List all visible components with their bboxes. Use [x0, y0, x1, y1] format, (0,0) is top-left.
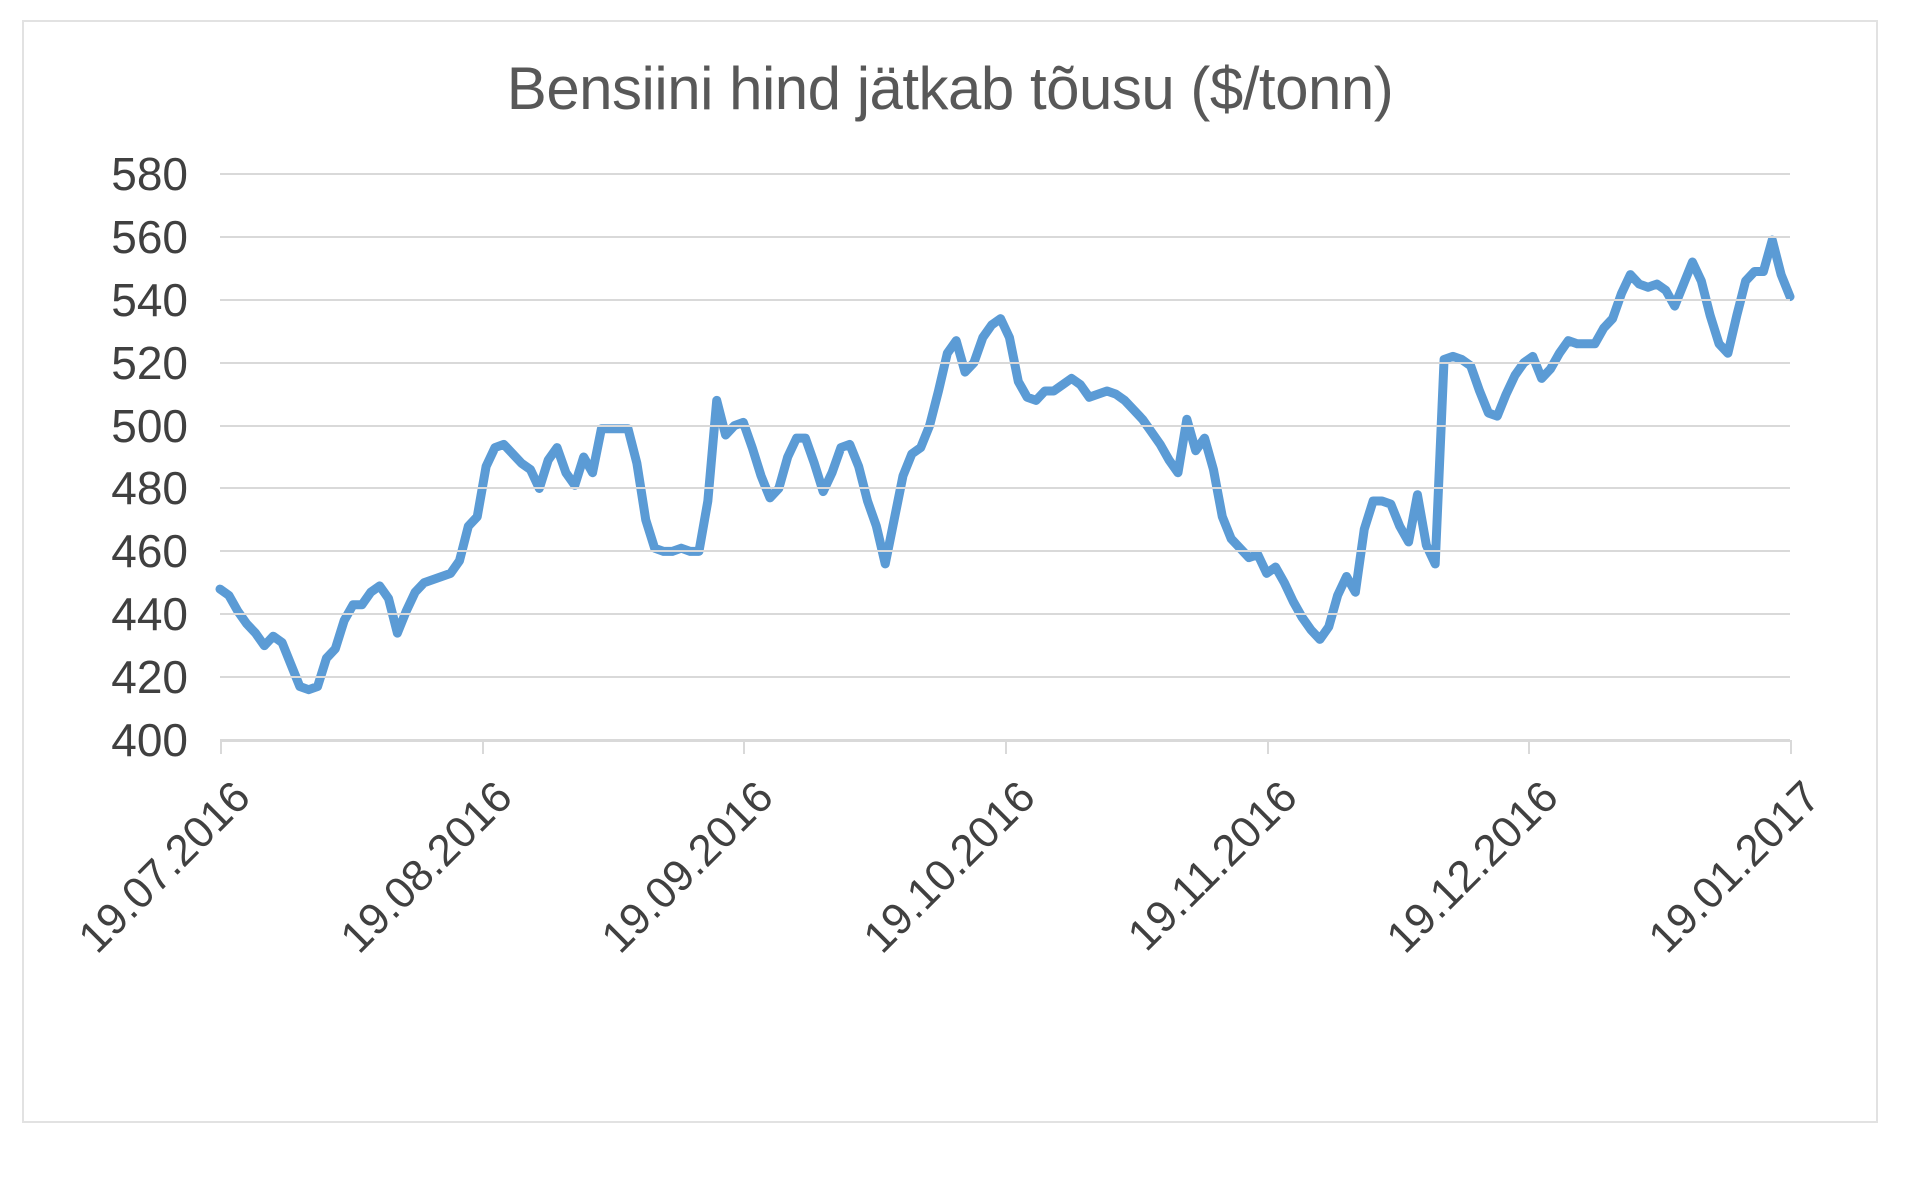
x-axis-tick-label: 19.10.2016	[854, 772, 1045, 963]
chart-title: Bensiini hind jätkab tõusu ($/tonn)	[506, 55, 1394, 122]
plot-area	[220, 173, 1790, 741]
x-axis-tick-label: 19.07.2016	[69, 772, 260, 963]
gridline	[220, 235, 1790, 238]
x-axis-tick-label: 19.11.2016	[1118, 772, 1307, 961]
x-axis-tick	[1005, 740, 1007, 754]
y-axis-labels: 580 560 540 520 500 480 460 440 420 400	[24, 22, 214, 782]
x-axis-tick-label: 19.01.2017	[1639, 772, 1830, 963]
y-axis-tick-label: 560	[111, 210, 188, 263]
y-axis-tick-label: 420	[111, 651, 188, 704]
y-axis-tick-label: 580	[111, 148, 188, 200]
gridline	[220, 676, 1790, 679]
y-axis-tick-label: 500	[111, 399, 188, 452]
y-axis-tick-label: 400	[111, 714, 188, 766]
gridline	[220, 550, 1790, 553]
x-axis-tick-label: 19.12.2016	[1377, 772, 1568, 963]
chart-frame: Bensiini hind jätkab tõusu ($/tonn) 580 5…	[22, 20, 1878, 1123]
x-axis-tick	[220, 740, 222, 754]
x-axis-tick	[481, 740, 484, 754]
x-axis-tick-label: 19.09.2016	[592, 772, 783, 963]
y-axis-tick-label: 460	[111, 525, 188, 578]
gridline	[220, 487, 1790, 490]
x-axis-tick	[743, 740, 746, 754]
x-axis-tick	[1790, 740, 1792, 754]
gridline	[220, 173, 1790, 175]
y-axis-tick-label: 520	[111, 336, 188, 389]
data-series-line	[220, 240, 1790, 690]
gridline	[220, 361, 1790, 364]
series-line-chart	[220, 174, 1790, 740]
x-axis-tick	[1528, 740, 1531, 754]
gridline	[220, 298, 1790, 301]
y-axis-tick-label: 440	[111, 588, 188, 641]
y-axis-tick-label: 480	[111, 462, 188, 515]
x-axis-tick-label: 19.08.2016	[331, 772, 522, 963]
gridline	[220, 424, 1790, 427]
y-axis-tick-label: 540	[111, 273, 188, 326]
gridline	[220, 613, 1790, 616]
x-axis-labels: 19.07.2016 19.08.2016 19.09.2016 19.10.2016…	[24, 758, 1876, 998]
x-axis-tick	[1266, 740, 1269, 754]
